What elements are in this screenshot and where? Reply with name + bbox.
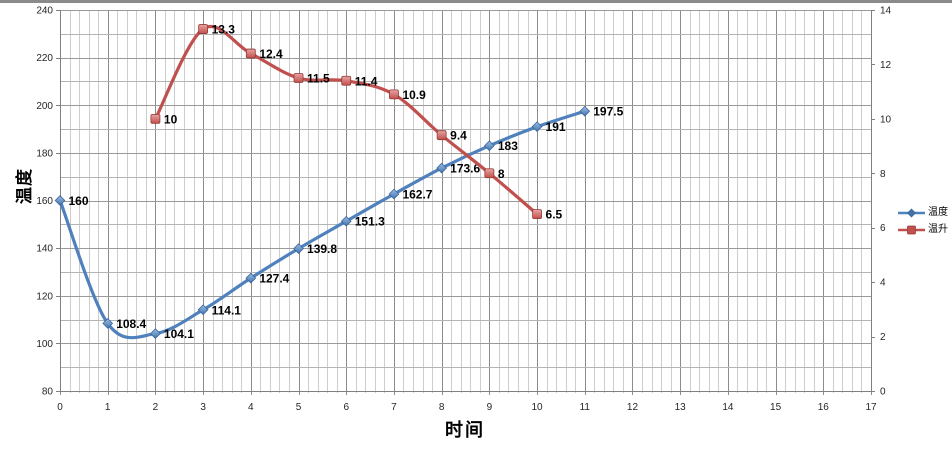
svg-text:4: 4	[880, 278, 886, 289]
svg-text:10: 10	[531, 402, 543, 413]
y-axis-title: 温度	[15, 168, 34, 204]
data-point-marker[interactable]	[436, 162, 448, 174]
svg-text:16: 16	[818, 402, 830, 413]
svg-text:8: 8	[439, 402, 445, 413]
data-point-label: 9.4	[450, 129, 467, 143]
series-temperature: 160 108.4 104.1 114.1 127.4 139.8 151.3 162.7 17…	[54, 105, 624, 341]
data-point-label: 183	[498, 139, 518, 153]
data-point-label: 11.4	[355, 74, 378, 88]
svg-text:100: 100	[36, 339, 53, 350]
svg-text:1: 1	[105, 402, 111, 413]
legend: 温度 温升	[898, 205, 948, 237]
data-point-marker[interactable]	[197, 304, 209, 316]
data-point-label: 197.5	[593, 105, 623, 119]
svg-text:3: 3	[200, 402, 206, 413]
svg-text:200: 200	[36, 101, 53, 112]
data-point-marker[interactable]	[293, 243, 304, 254]
svg-text:240: 240	[36, 6, 53, 17]
legend-item-temp-rise[interactable]: 温升	[898, 222, 948, 237]
legend-temperature-line-diamond-icon	[898, 208, 925, 217]
data-point-label: 104.1	[164, 327, 194, 341]
data-point-label: 6.5	[546, 208, 563, 222]
svg-text:80: 80	[42, 387, 54, 398]
data-point-label: 11.5	[307, 72, 330, 86]
data-point-marker[interactable]	[293, 73, 304, 83]
svg-text:14: 14	[722, 402, 734, 413]
svg-text:180: 180	[36, 148, 53, 159]
data-point-marker[interactable]	[341, 75, 352, 86]
data-point-label: 139.8	[307, 242, 337, 256]
data-point-label: 10	[164, 112, 178, 126]
svg-text:14: 14	[880, 6, 892, 17]
series-temp-rise: 10 13.3 12.4 11.5 11.4 10.9 9.4 8 6.5	[150, 23, 563, 222]
legend-label-temperature: 温度	[928, 207, 948, 218]
svg-text:220: 220	[36, 53, 53, 64]
svg-text:140: 140	[36, 244, 53, 255]
data-point-label: 127.4	[259, 272, 289, 286]
svg-text:6: 6	[343, 402, 349, 413]
data-point-marker[interactable]	[54, 195, 66, 206]
data-point-label: 114.1	[212, 303, 242, 317]
svg-text:160: 160	[36, 196, 53, 207]
data-point-label: 173.6	[450, 162, 480, 176]
svg-text:5: 5	[296, 402, 302, 413]
data-point-marker[interactable]	[389, 89, 399, 100]
data-point-marker[interactable]	[150, 113, 161, 124]
svg-text:2: 2	[880, 332, 886, 343]
data-point-label: 151.3	[355, 215, 385, 229]
data-point-label: 160	[69, 194, 89, 208]
data-point-label: 8	[498, 167, 505, 181]
data-point-marker[interactable]	[484, 168, 495, 179]
legend-item-temperature[interactable]: 温度	[898, 205, 948, 220]
svg-text:12: 12	[627, 402, 639, 413]
data-point-label: 108.4	[116, 317, 146, 331]
data-point-label: 13.3	[212, 23, 236, 37]
svg-text:12: 12	[880, 60, 892, 71]
svg-text:7: 7	[391, 402, 397, 413]
data-point-label: 162.7	[402, 188, 432, 202]
data-point-marker[interactable]	[579, 105, 591, 117]
svg-text:9: 9	[487, 402, 493, 413]
svg-text:0: 0	[880, 387, 886, 398]
data-point-marker[interactable]	[532, 209, 542, 220]
data-point-label: 10.9	[402, 88, 426, 102]
x-axis-title: 时间	[445, 420, 485, 440]
svg-text:13: 13	[675, 402, 687, 413]
svg-text:8: 8	[880, 169, 886, 180]
svg-text:6: 6	[880, 223, 886, 234]
data-point-marker[interactable]	[483, 140, 495, 152]
svg-text:120: 120	[36, 291, 53, 302]
data-point-label: 191	[546, 120, 566, 134]
data-point-marker[interactable]	[245, 48, 256, 59]
svg-text:10: 10	[880, 114, 892, 125]
data-point-marker[interactable]	[150, 328, 161, 339]
legend-label-temp-rise: 温升	[928, 224, 948, 235]
svg-text:11: 11	[580, 402, 591, 413]
svg-text:15: 15	[770, 402, 782, 413]
data-point-marker[interactable]	[245, 272, 257, 284]
data-point-label: 12.4	[259, 47, 283, 61]
data-point-marker[interactable]	[198, 24, 209, 34]
legend-temp-rise-line-square-icon	[898, 225, 925, 234]
data-point-marker[interactable]	[388, 188, 400, 200]
data-point-marker[interactable]	[436, 130, 447, 141]
svg-text:2: 2	[153, 402, 159, 413]
svg-text:4: 4	[248, 402, 254, 413]
data-point-marker[interactable]	[340, 215, 352, 227]
data-point-marker[interactable]	[531, 121, 543, 133]
svg-text:17: 17	[865, 402, 877, 413]
window-top-strip	[0, 0, 952, 3]
data-point-marker[interactable]	[102, 318, 114, 329]
svg-text:0: 0	[57, 402, 63, 413]
